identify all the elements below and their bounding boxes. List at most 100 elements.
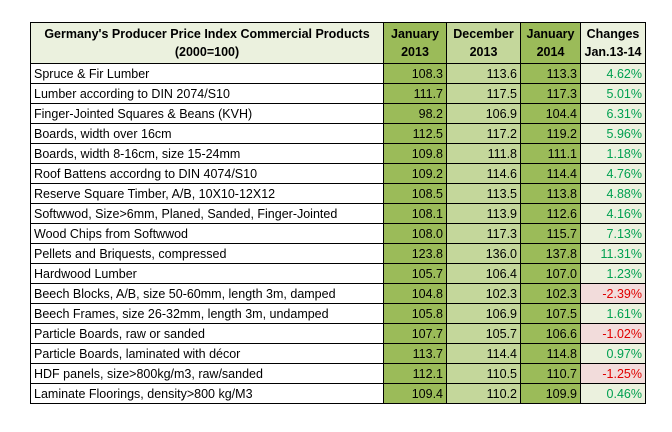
table-body: Spruce & Fir Lumber 108.3 113.6 113.3 4.62% L… (30, 63, 646, 404)
cell: 105.8 (383, 303, 447, 324)
cell: 119.2 (520, 123, 581, 144)
table-row: Hardwood Lumber 105.7 106.4 107.0 1.23% (30, 263, 646, 284)
row-label: Boards, width over 16cm (30, 123, 384, 144)
cell: 113.5 (446, 183, 521, 204)
column-header: December 2013 (446, 22, 521, 64)
header-line: 2013 (401, 45, 429, 59)
header-line: Changes (586, 27, 640, 41)
table-row: Wood Chips from Softwwod 108.0 117.3 115.7 7… (30, 223, 646, 244)
cell: 109.2 (383, 163, 447, 184)
header-line: January (526, 27, 575, 41)
table-row: Boards, width over 16cm 112.5 117.2 119.2 5.… (30, 123, 646, 144)
table-row: Particle Boards, raw or sanded 107.7 105.7… (30, 323, 646, 344)
cell: 109.4 (383, 383, 447, 404)
title-cell: Germany's Producer Price Index Commercia… (30, 22, 384, 64)
cell: 110.5 (446, 363, 521, 384)
cell: 108.5 (383, 183, 447, 204)
cell: 106.9 (446, 103, 521, 124)
cell: 7.13% (580, 223, 646, 244)
table-row: Pellets and Briquests, compressed 123.8 13… (30, 243, 646, 264)
table-row: Reserve Square Timber, A/B, 10X10-12X12 1… (30, 183, 646, 204)
table-row: Lumber according to DIN 2074/S10 111.7 117… (30, 83, 646, 104)
cell: 107.0 (520, 263, 581, 284)
row-label: Wood Chips from Softwwod (30, 223, 384, 244)
row-label: Roof Battens accordng to DIN 4074/S10 (30, 163, 384, 184)
cell: 112.1 (383, 363, 447, 384)
cell: 102.3 (520, 283, 581, 304)
cell: 110.2 (446, 383, 521, 404)
header-line: Jan.13-14 (584, 45, 642, 59)
cell: 114.8 (520, 343, 581, 364)
cell: 115.7 (520, 223, 581, 244)
cell: 114.6 (446, 163, 521, 184)
row-label: Reserve Square Timber, A/B, 10X10-12X12 (30, 183, 384, 204)
cell: 1.61% (580, 303, 646, 324)
cell: 113.8 (520, 183, 581, 204)
row-label: Boards, width 8-16cm, size 15-24mm (30, 143, 384, 164)
header-line: 2013 (469, 45, 498, 59)
cell: 111.7 (383, 83, 447, 104)
header-row: Germany's Producer Price Index Commercia… (30, 22, 646, 64)
cell: 104.4 (520, 103, 581, 124)
column-header: January 2013 (383, 22, 447, 64)
row-label: Spruce & Fir Lumber (30, 63, 384, 84)
table-row: Spruce & Fir Lumber 108.3 113.6 113.3 4.62% (30, 63, 646, 84)
cell: 0.97% (580, 343, 646, 364)
cell: 4.88% (580, 183, 646, 204)
header-line: January (391, 27, 439, 41)
row-label: Softwwod, Size>6mm, Planed, Sanded, Fing… (30, 203, 384, 224)
cell: 106.6 (520, 323, 581, 344)
row-label: Particle Boards, raw or sanded (30, 323, 384, 344)
cell: 107.5 (520, 303, 581, 324)
cell: 5.96% (580, 123, 646, 144)
cell: 107.7 (383, 323, 447, 344)
cell: 114.4 (520, 163, 581, 184)
column-header: Changes Jan.13-14 (580, 22, 646, 64)
row-label: Beech Frames, size 26-32mm, length 3m, u… (30, 303, 384, 324)
cell: 111.1 (520, 143, 581, 164)
cell: 4.76% (580, 163, 646, 184)
cell: 113.7 (383, 343, 447, 364)
column-header: January 2014 (520, 22, 581, 64)
ppi-table: Germany's Producer Price Index Commercia… (30, 22, 646, 404)
cell: -1.02% (580, 323, 646, 344)
cell: 11.31% (580, 243, 646, 264)
cell: 117.3 (446, 223, 521, 244)
cell: 117.3 (520, 83, 581, 104)
row-label: Laminate Floorings, density>800 kg/M3 (30, 383, 384, 404)
cell: 113.6 (446, 63, 521, 84)
table-row: Particle Boards, laminated with décor 113… (30, 343, 646, 364)
cell: 112.5 (383, 123, 447, 144)
row-label: Pellets and Briquests, compressed (30, 243, 384, 264)
cell: 108.1 (383, 203, 447, 224)
row-label: Particle Boards, laminated with décor (30, 343, 384, 364)
cell: 106.9 (446, 303, 521, 324)
table-row: Roof Battens accordng to DIN 4074/S10 109… (30, 163, 646, 184)
header-line: 2014 (536, 45, 565, 59)
cell: 123.8 (383, 243, 447, 264)
cell: 110.7 (520, 363, 581, 384)
cell: 4.62% (580, 63, 646, 84)
cell: -2.39% (580, 283, 646, 304)
cell: 137.8 (520, 243, 581, 264)
cell: 106.4 (446, 263, 521, 284)
header-line: December (453, 27, 514, 41)
cell: 0.46% (580, 383, 646, 404)
table-row: Laminate Floorings, density>800 kg/M3 109… (30, 383, 646, 404)
cell: 105.7 (446, 323, 521, 344)
table-row: Beech Blocks, A/B, size 50-60mm, length … (30, 283, 646, 304)
table-row: Boards, width 8-16cm, size 15-24mm 109.8 1… (30, 143, 646, 164)
cell: 109.8 (383, 143, 447, 164)
table-row: Softwwod, Size>6mm, Planed, Sanded, Fing… (30, 203, 646, 224)
cell: 1.18% (580, 143, 646, 164)
cell: 104.8 (383, 283, 447, 304)
cell: 4.16% (580, 203, 646, 224)
cell: 111.8 (446, 143, 521, 164)
cell: 6.31% (580, 103, 646, 124)
cell: 108.3 (383, 63, 447, 84)
cell: 98.2 (383, 103, 447, 124)
cell: 117.5 (446, 83, 521, 104)
table-row: HDF panels, size>800kg/m3, raw/sanded 112… (30, 363, 646, 384)
cell: 105.7 (383, 263, 447, 284)
